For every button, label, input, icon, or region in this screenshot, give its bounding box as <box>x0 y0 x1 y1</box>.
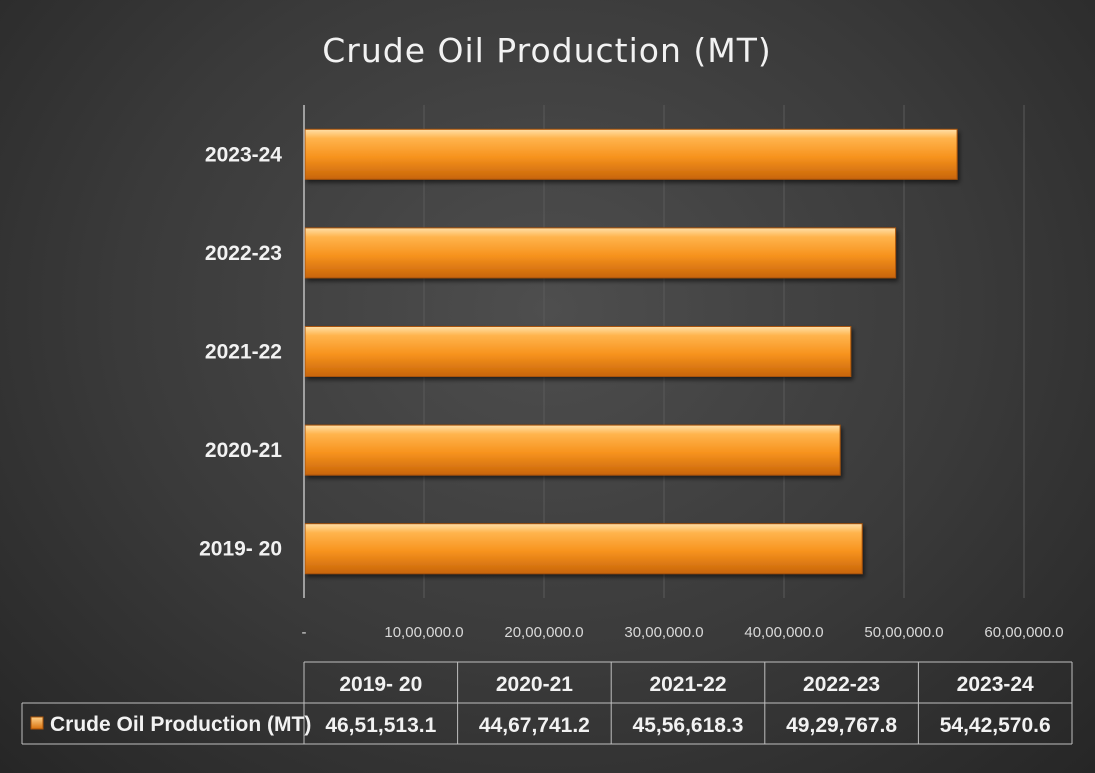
category-label: 2021-22 <box>205 341 282 364</box>
table-header-cell: 2022-23 <box>803 673 880 696</box>
category-label: 2019- 20 <box>199 538 282 561</box>
bars <box>304 128 958 575</box>
table-value-cell: 54,42,570.6 <box>940 714 1051 737</box>
table-value-cell: 49,29,767.8 <box>786 714 897 737</box>
category-labels: 2019- 20 2020-21 2021-22 2022-23 2023-24 <box>199 143 282 560</box>
category-label: 2023-24 <box>205 143 282 166</box>
bar <box>304 523 863 575</box>
x-tick-label: 10,00,000.0 <box>384 624 463 641</box>
chart-title: Crude Oil Production (MT) <box>322 31 772 70</box>
legend-swatch <box>30 716 44 730</box>
x-tick-labels: - 10,00,000.0 20,00,000.0 30,00,000.0 40,00,… <box>302 624 1064 641</box>
table-value-cell: 46,51,513.1 <box>325 714 436 737</box>
bar <box>304 128 958 180</box>
category-label: 2022-23 <box>205 242 282 265</box>
x-tick-label: 30,00,000.0 <box>624 624 703 641</box>
x-tick-label: 50,00,000.0 <box>864 624 943 641</box>
x-tick-label: 40,00,000.0 <box>744 624 823 641</box>
table-header-cell: 2020-21 <box>496 673 573 696</box>
category-label: 2020-21 <box>205 439 282 462</box>
table-value-cell: 44,67,741.2 <box>479 714 590 737</box>
legend-series-label: Crude Oil Production (MT) <box>50 713 311 736</box>
bar <box>304 424 841 476</box>
bar <box>304 227 897 279</box>
x-tick-label: 20,00,000.0 <box>504 624 583 641</box>
x-tick-label: 60,00,000.0 <box>984 624 1063 641</box>
bar <box>304 326 852 377</box>
table-value-cell: 45,56,618.3 <box>633 714 744 737</box>
table-header-cell: 2021-22 <box>649 673 726 696</box>
data-table: 2019- 20 46,51,513.1 2020-21 44,67,741.2 202… <box>21 661 1073 745</box>
table-header-cell: 2023-24 <box>957 673 1034 696</box>
x-tick-label: - <box>302 624 307 641</box>
table-header-cell: 2019- 20 <box>339 673 422 696</box>
